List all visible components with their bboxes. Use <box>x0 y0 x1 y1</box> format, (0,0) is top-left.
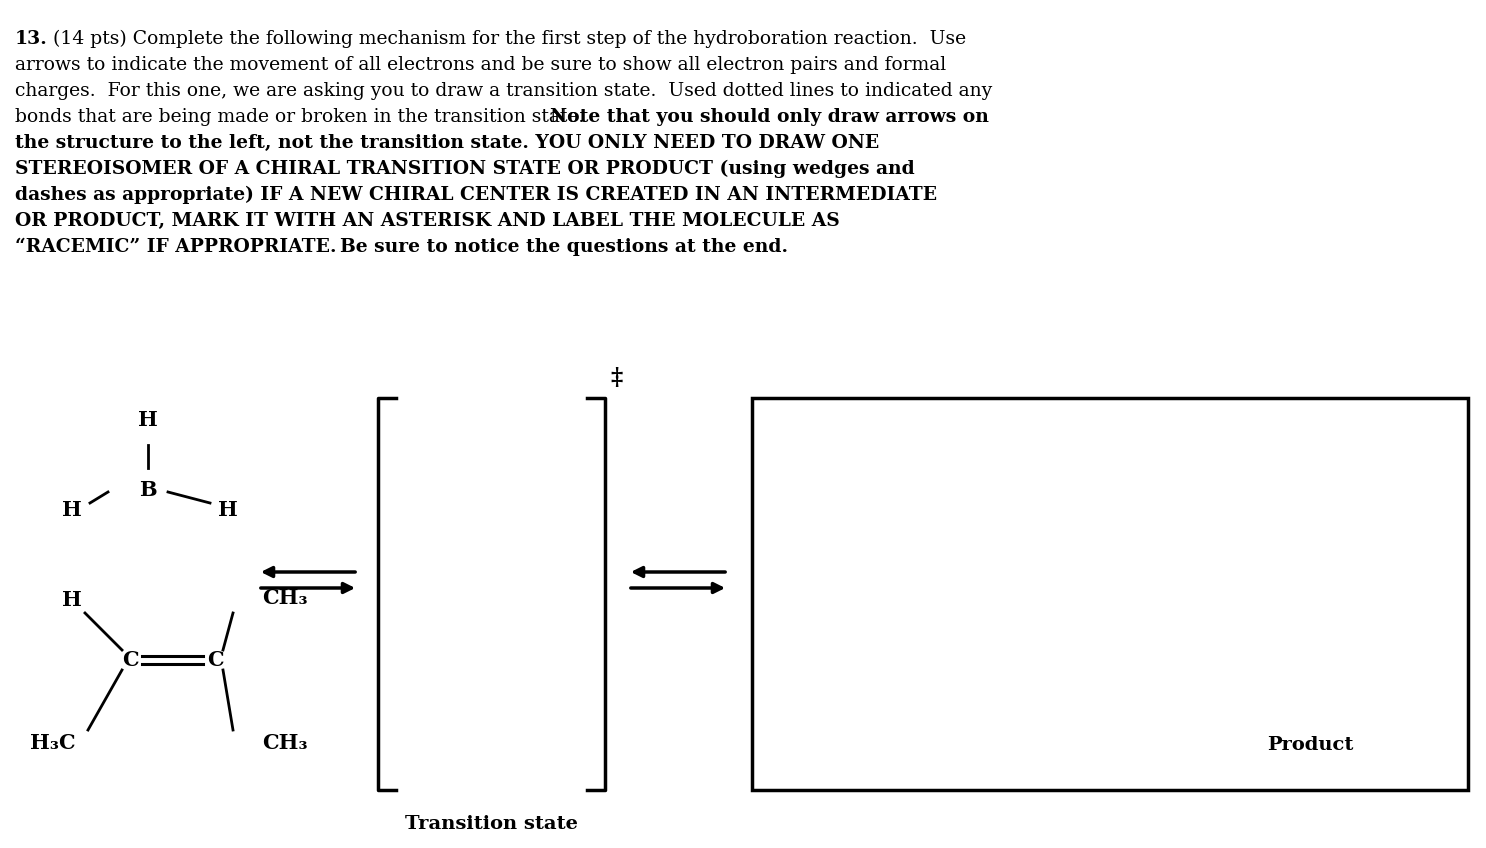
Text: H: H <box>62 500 82 520</box>
Text: OR PRODUCT, MARK IT WITH AN ASTERISK AND LABEL THE MOLECULE AS: OR PRODUCT, MARK IT WITH AN ASTERISK AND… <box>15 212 840 230</box>
Text: arrows to indicate the movement of all electrons and be sure to show all electro: arrows to indicate the movement of all e… <box>15 56 947 74</box>
Text: H₃C: H₃C <box>30 733 76 753</box>
Text: ‡: ‡ <box>609 366 623 390</box>
Text: Note that you should only draw arrows on: Note that you should only draw arrows on <box>550 108 988 126</box>
Bar <box>752 398 1468 790</box>
Text: H: H <box>138 410 158 430</box>
Text: B: B <box>140 480 158 500</box>
Text: charges.  For this one, we are asking you to draw a transition state.  Used dott: charges. For this one, we are asking you… <box>15 82 993 100</box>
Text: 13.: 13. <box>15 30 48 48</box>
Text: (14 pts) Complete the following mechanism for the first step of the hydroboratio: (14 pts) Complete the following mechanis… <box>53 30 966 48</box>
Text: dashes as appropriate) IF A NEW CHIRAL CENTER IS CREATED IN AN INTERMEDIATE: dashes as appropriate) IF A NEW CHIRAL C… <box>15 186 938 204</box>
Text: Transition state: Transition state <box>406 815 578 833</box>
Text: Product: Product <box>1268 736 1354 754</box>
Text: H: H <box>62 590 82 610</box>
Text: H: H <box>218 500 238 520</box>
Text: the structure to the left, not the transition state. YOU ONLY NEED TO DRAW ONE: the structure to the left, not the trans… <box>15 134 880 152</box>
Text: Be sure to notice the questions at the end.: Be sure to notice the questions at the e… <box>340 238 788 256</box>
Text: bonds that are being made or broken in the transition state.: bonds that are being made or broken in t… <box>15 108 590 126</box>
Text: STEREOISOMER OF A CHIRAL TRANSITION STATE OR PRODUCT (using wedges and: STEREOISOMER OF A CHIRAL TRANSITION STAT… <box>15 160 915 178</box>
Text: C: C <box>207 650 223 670</box>
Text: CH₃: CH₃ <box>262 588 308 608</box>
Text: C: C <box>122 650 138 670</box>
Text: “RACEMIC” IF APPROPRIATE.: “RACEMIC” IF APPROPRIATE. <box>15 238 357 256</box>
Text: CH₃: CH₃ <box>262 733 308 753</box>
